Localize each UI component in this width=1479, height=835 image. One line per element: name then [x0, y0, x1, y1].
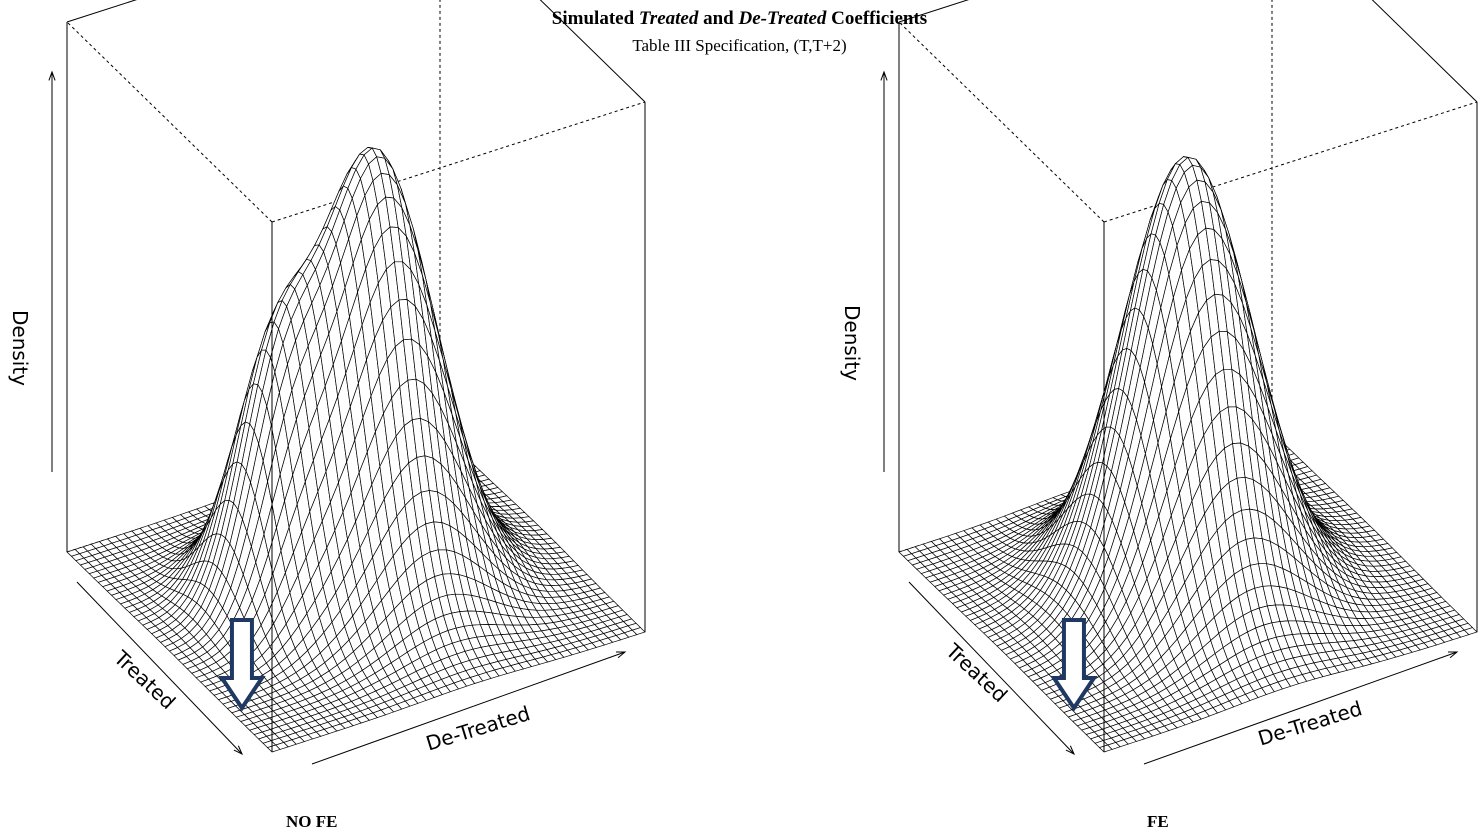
- y-axis-arrow-head: [233, 745, 244, 756]
- x-axis-label: De-Treated: [423, 701, 533, 755]
- box-front-edge: [539, 0, 646, 103]
- surface-cell: [631, 627, 646, 635]
- z-axis-arrow-head: [880, 70, 888, 81]
- bounding-box-front: [271, 0, 646, 752]
- bounding-box-front: [1103, 0, 1478, 752]
- y-axis-arrow: [76, 581, 243, 755]
- down-arrow-shape: [218, 618, 266, 712]
- x-axis-arrow-head: [615, 651, 627, 659]
- box-front-edge: [1371, 0, 1478, 103]
- z-axis-arrow-head: [48, 70, 56, 81]
- box-hidden-edge: [898, 21, 1105, 223]
- axes: [48, 70, 627, 765]
- panel-caption-fe: FE: [1147, 812, 1169, 831]
- surface-plot-fe: Density Treated De-Treated: [840, 0, 1478, 765]
- surface-mesh: [898, 156, 1478, 753]
- surface-mesh: [66, 147, 646, 753]
- down-arrow-annotation: [218, 618, 266, 712]
- axes: [880, 70, 1459, 765]
- x-axis-arrow-head: [1447, 651, 1459, 659]
- z-axis-label: Density: [840, 305, 864, 381]
- chart-title: Simulated Treated and De-Treated Coeffic…: [551, 8, 928, 29]
- down-arrow-annotation: [1050, 618, 1098, 712]
- box-top-edge: [898, 0, 970, 23]
- y-axis-label: Treated: [109, 645, 181, 714]
- chart-subtitle: Table III Specification, (T,T+2): [632, 36, 847, 55]
- x-axis-arrow: [1143, 651, 1458, 765]
- panel-caption-no-fe: NO FE: [286, 812, 338, 831]
- x-axis-arrow: [311, 651, 626, 765]
- down-arrow-shape: [1050, 618, 1098, 712]
- z-axis-label: Density: [8, 310, 32, 386]
- box-top-edge: [66, 0, 138, 23]
- surface-plot-no-fe: Density Treated De-Treated: [8, 0, 646, 765]
- box-hidden-edge: [1103, 101, 1478, 223]
- box-hidden-edge: [66, 21, 273, 223]
- y-axis-arrow-head: [1065, 745, 1076, 756]
- surface-cell: [1463, 627, 1478, 635]
- box-hidden-edge: [271, 101, 646, 223]
- y-axis-arrow: [908, 581, 1075, 755]
